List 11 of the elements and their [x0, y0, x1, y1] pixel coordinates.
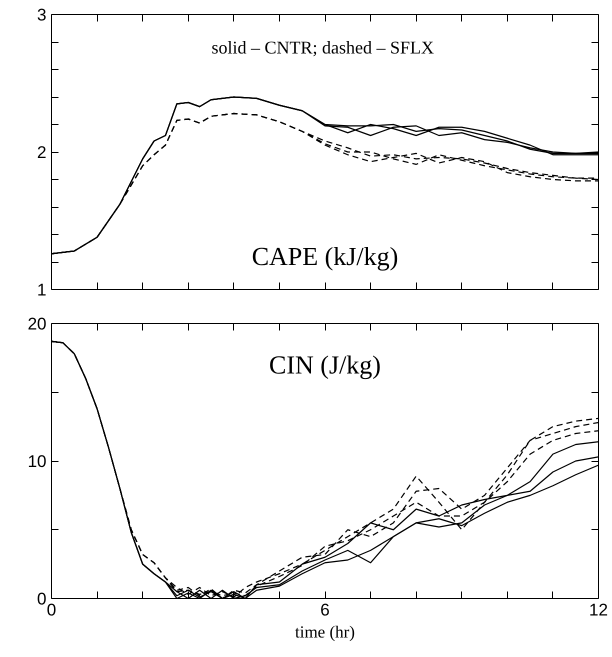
- x-tick-label: 12: [589, 600, 608, 620]
- x-axis-title: time (hr): [295, 622, 355, 642]
- y-tick-label: 20: [28, 314, 47, 334]
- text: CAPE (kJ/kg): [252, 242, 398, 271]
- annotation: solid – CNTR; dashed – SFLX: [211, 38, 434, 58]
- y-tick-label: 1: [37, 280, 47, 300]
- y-tick-label: 10: [28, 452, 47, 471]
- y-tick-label: 2: [37, 143, 47, 162]
- x-tick-label: 6: [320, 600, 330, 620]
- text: CIN (J/kg): [269, 350, 381, 380]
- y-tick-label: 3: [37, 6, 47, 24]
